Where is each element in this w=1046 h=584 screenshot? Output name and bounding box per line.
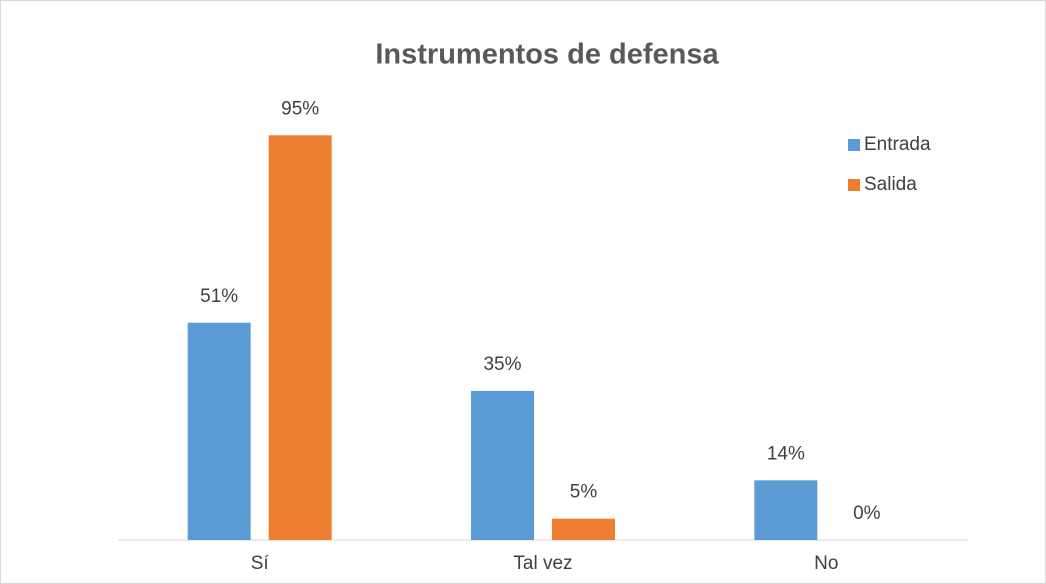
bar — [187, 322, 251, 540]
value-label: 95% — [281, 98, 319, 119]
x-tick-label: Tal vez — [513, 553, 572, 574]
chart-title: Instrumentos de defensa — [375, 39, 719, 71]
value-label: 0% — [853, 503, 881, 524]
x-tick-label: Sí — [251, 553, 270, 574]
value-label: 51% — [200, 286, 238, 307]
bar — [754, 480, 818, 540]
value-label: 35% — [483, 354, 521, 375]
x-tick-label: No — [814, 553, 838, 574]
bar — [268, 135, 332, 541]
bar — [552, 518, 615, 540]
legend-swatch — [848, 179, 860, 191]
legend-label: Entrada — [864, 134, 931, 155]
value-label: 14% — [767, 443, 805, 464]
bar — [471, 390, 534, 540]
legend-swatch — [848, 139, 860, 151]
value-label: 5% — [570, 482, 598, 503]
legend-label: Salida — [864, 174, 917, 195]
